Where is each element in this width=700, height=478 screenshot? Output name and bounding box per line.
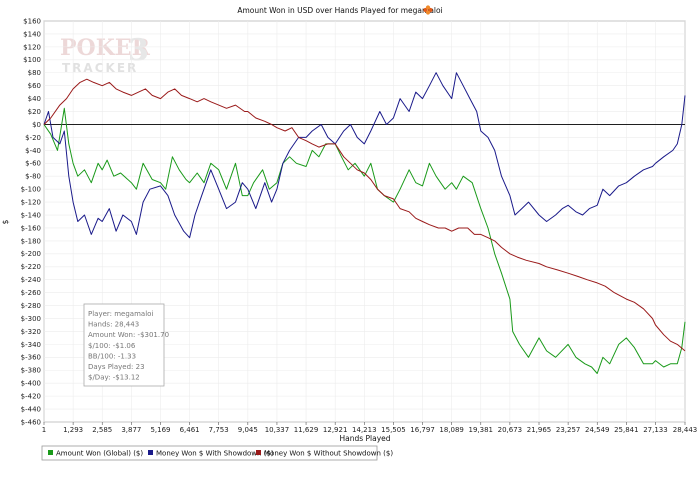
y-tick-label: $0 (32, 121, 41, 129)
x-tick-label: 16,797 (410, 426, 435, 434)
legend-label: Money Won $ Without Showdown ($) (264, 450, 393, 458)
x-tick-label: 14,213 (352, 426, 377, 434)
y-tick-label: $-420 (21, 393, 41, 401)
y-tick-label: $120 (23, 43, 41, 51)
y-tick-label: $-280 (21, 302, 41, 310)
x-tick-label: 18,089 (439, 426, 464, 434)
stats-line: Amount Won: -$301.70 (88, 331, 169, 339)
x-tick-label: 25,841 (614, 426, 639, 434)
stats-line: Player: megamaloi (88, 310, 153, 318)
x-axis-ticks: 1 1,293 2,585 3,877 5,169 6,461 7,753 9,045 10,3… (42, 422, 697, 434)
x-tick-label: 1 (42, 426, 46, 434)
x-tick-label: 21,965 (527, 426, 552, 434)
x-tick-label: 19,381 (469, 426, 494, 434)
y-tick-label: $160 (23, 17, 41, 25)
y-tick-label: $-200 (21, 250, 41, 258)
poker-tracker-clover-icon (423, 5, 433, 15)
y-tick-label: $-100 (21, 186, 41, 194)
x-tick-label: 24,549 (585, 426, 610, 434)
x-tick-label: 12,921 (323, 426, 348, 434)
y-tick-label: $80 (28, 69, 41, 77)
x-tick-label: 9,045 (238, 426, 258, 434)
y-tick-label: $-20 (25, 134, 41, 142)
player-stats-box: Player: megamaloi Hands: 28,443 Amount Won… (83, 303, 169, 387)
legend-swatch (148, 450, 153, 455)
y-tick-label: $-180 (21, 237, 41, 245)
legend-label: Amount Won (Global) ($) (56, 450, 143, 458)
y-tick-label: $100 (23, 56, 41, 64)
x-tick-label: 27,133 (643, 426, 668, 434)
y-tick-label: $-80 (25, 173, 41, 181)
y-tick-label: $20 (28, 108, 41, 116)
chart-title: Amount Won in USD over Hands Played for … (237, 6, 442, 15)
y-tick-label: $140 (23, 30, 41, 38)
x-tick-label: 7,753 (209, 426, 229, 434)
y-axis-ticks: $160 $140 $120 $100 $80 $60 $40 $20 $0 $-20 $-40 $-… (21, 17, 41, 426)
stats-line: $/Day: -$13.12 (88, 374, 140, 382)
series-line-2 (43, 78, 686, 352)
y-tick-label: $-60 (25, 160, 41, 168)
series-lines (43, 72, 686, 374)
x-tick-label: 11,629 (294, 426, 319, 434)
y-tick-label: $-340 (21, 341, 41, 349)
x-tick-label: 1,293 (63, 426, 83, 434)
y-axis-label: $ (1, 219, 10, 224)
x-tick-label: 10,337 (265, 426, 290, 434)
x-tick-label: 6,461 (180, 426, 200, 434)
y-tick-label: $-400 (21, 380, 41, 388)
stats-line: Days Played: 23 (88, 363, 145, 371)
y-tick-label: $-140 (21, 211, 41, 219)
x-tick-label: 15,505 (381, 426, 406, 434)
x-tick-label: 2,585 (92, 426, 112, 434)
y-tick-label: $-460 (21, 418, 41, 426)
legend: Amount Won (Global) ($) Money Won $ With … (41, 445, 393, 461)
stats-box-frame (83, 303, 165, 387)
y-tick-label: $-260 (21, 289, 41, 297)
y-tick-label: $-380 (21, 367, 41, 375)
stats-line: Hands: 28,443 (88, 321, 139, 329)
x-tick-label: 23,257 (556, 426, 581, 434)
y-tick-label: $-300 (21, 315, 41, 323)
x-tick-label: 20,673 (498, 426, 523, 434)
x-tick-label: 5,169 (150, 426, 170, 434)
y-tick-label: $-320 (21, 328, 41, 336)
stats-line: $/100: -$1.06 (88, 342, 136, 350)
y-tick-label: $-120 (21, 198, 41, 206)
watermark-tracker: TRACKER (62, 61, 138, 75)
legend-label: Money Won $ With Showdown ($) (156, 450, 274, 458)
poker-tracker-watermark: POKER 3 TRACKER (60, 33, 151, 75)
y-tick-label: $60 (28, 82, 41, 90)
y-tick-label: $-160 (21, 224, 41, 232)
series-line-0 (43, 107, 686, 374)
y-tick-label: $-360 (21, 354, 41, 362)
legend-frame (41, 445, 378, 461)
x-tick-label: 28,443 (673, 426, 698, 434)
x-axis-label: Hands Played (339, 434, 390, 443)
y-tick-label: $40 (28, 95, 41, 103)
y-tick-label: $-240 (21, 276, 41, 284)
stats-line: BB/100: -1.33 (88, 352, 136, 360)
watermark-poker: POKER (60, 35, 151, 61)
x-tick-label: 3,877 (121, 426, 141, 434)
y-tick-label: $-440 (21, 405, 41, 413)
legend-swatch (48, 450, 53, 455)
series-line-1 (43, 72, 686, 239)
grid-lines (43, 20, 686, 423)
legend-swatch (256, 450, 261, 455)
y-tick-label: $-40 (25, 147, 41, 155)
y-tick-label: $-220 (21, 263, 41, 271)
watermark-digit: 3 (128, 33, 149, 68)
